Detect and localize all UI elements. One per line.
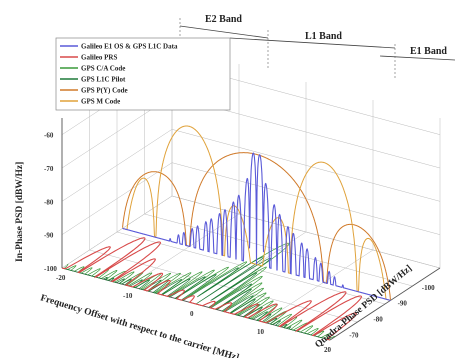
band-label-e2: E2 Band <box>205 14 242 25</box>
y-tick-label: -100 <box>44 265 57 273</box>
grid-line <box>171 195 441 269</box>
legend-label-1: Galileo PRS <box>81 54 117 62</box>
y-tick-label: -70 <box>44 165 54 173</box>
legend-label-2: GPS C/A Code <box>81 65 125 73</box>
legend-label-5: GPS M Code <box>81 98 120 106</box>
trace-galileo-e1-os <box>122 152 391 301</box>
y-tick-label: -80 <box>44 198 54 206</box>
z-tick-label: -100 <box>422 284 435 292</box>
x-tick-label: -10 <box>123 292 133 300</box>
x-tick-label: 0 <box>190 310 194 318</box>
y-axis-title: In-Phase PSD [dBW/Hz] <box>15 162 25 262</box>
x-tick-label: -20 <box>56 274 66 282</box>
quadrature-plane <box>61 237 362 341</box>
band-label-e1: E1 Band <box>410 46 447 57</box>
x-tick-label: 10 <box>257 328 265 336</box>
legend-label-3: GPS L1C Pilot <box>81 76 126 84</box>
z-axis-line <box>329 267 441 341</box>
z-tick-label: -70 <box>349 331 359 339</box>
legend: Galileo E1 OS & GPS L1C Data Galileo PRS… <box>55 37 231 111</box>
z-tick-label: -90 <box>398 300 408 308</box>
x-tick-label: 20 <box>324 346 332 354</box>
y-tick-label: -90 <box>44 232 54 240</box>
grid-line <box>144 213 413 287</box>
band-label-l1: L1 Band <box>305 31 342 42</box>
legend-box <box>55 37 231 111</box>
trace-galileo-prs <box>61 237 362 341</box>
legend-label-0: Galileo E1 OS & GPS L1C Data <box>81 43 178 51</box>
in-phase-plane <box>122 125 391 301</box>
legend-label-4: GPS P(Y) Code <box>81 87 128 95</box>
y-tick-label: -60 <box>44 132 54 140</box>
grid-line <box>116 231 386 305</box>
grid-line <box>171 129 441 202</box>
z-tick-label: -80 <box>373 316 383 324</box>
band-arrow-l1 <box>229 37 396 49</box>
trace-gps-ca <box>63 242 336 340</box>
band-arrow-e1 <box>379 55 456 61</box>
trace-gps-py <box>122 152 391 300</box>
band-arrow-e2 <box>179 25 269 39</box>
